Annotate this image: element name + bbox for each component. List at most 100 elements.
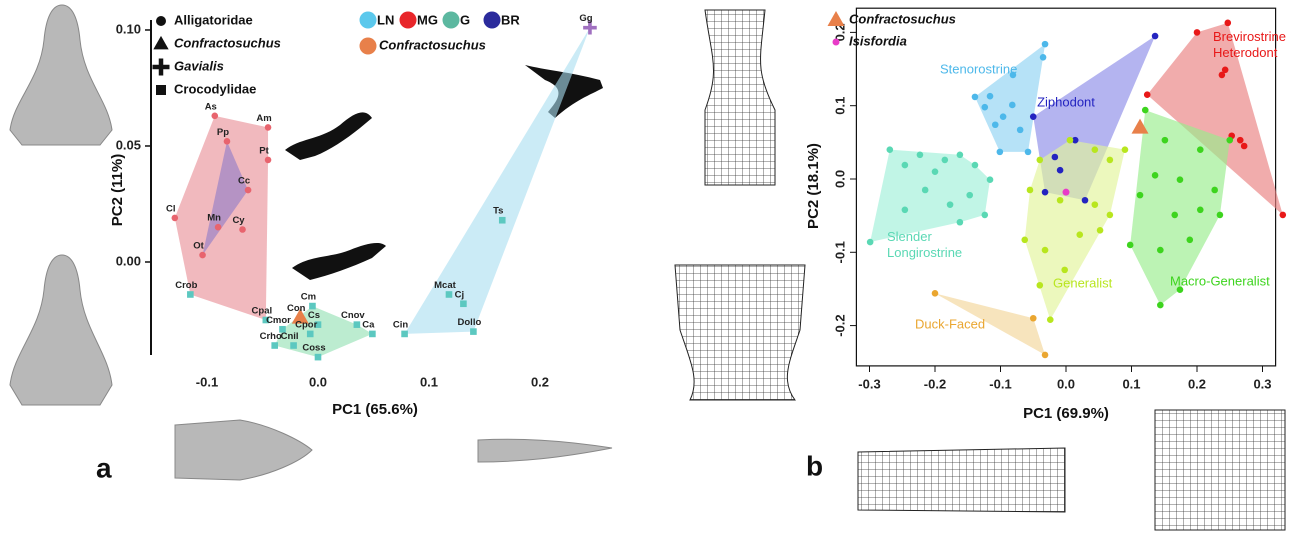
hull [1025,140,1125,320]
point [1194,29,1201,36]
point [1144,91,1151,98]
x-tick-label: 0.2 [1188,376,1206,391]
point [153,59,170,76]
point [942,157,949,164]
point [1157,247,1164,254]
point [932,168,939,175]
point [156,85,166,95]
y-tick-label: -0.1 [832,241,847,263]
point [1280,212,1287,219]
legend-label: Confractosuchus [849,11,956,26]
point [499,217,506,224]
point [1009,102,1016,109]
group-label: Macro-Generalist [1170,273,1270,288]
legend-label: G [460,12,470,27]
point [187,291,194,298]
point [1162,137,1169,144]
point [271,342,278,349]
point-label: Pt [259,145,269,156]
hull [975,44,1045,152]
figure: a b PC1 (65.6%) PC2 (11%) PC1 (69.9%) PC… [0,0,1293,540]
point [997,149,1004,156]
point-label: Gg [579,13,592,24]
legend-swatch [400,12,417,29]
y-tick-label: 0.05 [116,137,141,152]
point [1017,127,1024,134]
point [369,331,376,338]
point [1107,157,1114,164]
point-label: Cnil [281,331,299,342]
group-label: Generalist [1053,275,1113,290]
point-label: Am [256,113,271,124]
point [922,187,929,194]
point [828,11,845,26]
point [947,201,954,208]
point-label: Ts [493,206,503,217]
x-axis-title: PC1 (65.6%) [332,401,418,418]
point [887,146,894,153]
point-label: Dollo [458,317,482,328]
point [966,192,973,199]
point-label: Con [287,303,306,314]
point [1219,72,1226,79]
x-tick-label: -0.3 [858,376,880,391]
point [307,331,314,338]
point [1027,187,1034,194]
legend-swatch [360,38,377,55]
legend-label: MG [417,12,438,27]
point [1042,41,1049,48]
point [833,39,840,46]
y-tick-label: 0.00 [116,253,141,268]
point [446,291,453,298]
point [401,331,408,338]
x-tick-label: 0.1 [1122,376,1140,391]
point-label: Ot [193,241,204,252]
point-label: Cin [393,319,409,330]
point [902,162,909,169]
group-label: Stenorostrine [940,61,1017,76]
x-tick-label: -0.2 [924,376,946,391]
point [224,138,231,145]
point-label: Cj [455,289,465,300]
y-tick-label: 0.0 [832,170,847,188]
legend-label: Crocodylidae [174,81,256,96]
x-axis-title: PC1 (69.9%) [1023,405,1109,422]
point [1237,137,1244,144]
point [932,290,939,297]
x-tick-label: 0.1 [420,374,438,389]
point [1217,212,1224,219]
point [1211,187,1218,194]
legend-label: Gavialis [174,58,224,73]
point [1152,33,1159,40]
point [1057,197,1064,204]
y-tick-label: 0.1 [832,97,847,115]
point [1037,157,1044,164]
point [867,239,874,246]
legend-label: Isisfordia [849,33,907,48]
group-label: Duck-Faced [915,316,985,331]
point [972,162,979,169]
point [1097,227,1104,234]
point-label: Mcat [434,280,456,291]
point [1241,143,1248,150]
y-tick-label: 0.10 [116,21,141,36]
point [1025,149,1032,156]
group-label: Ziphodont [1037,94,1095,109]
point-label: Cl [166,203,176,214]
point [470,328,477,335]
point [211,113,218,120]
point [1186,237,1193,244]
point [1122,146,1129,153]
point [917,151,924,158]
point [1197,146,1204,153]
legend-label: LN [377,12,394,27]
point [1171,212,1178,219]
x-tick-label: 0.0 [1057,376,1075,391]
point [290,342,297,349]
point [957,219,964,226]
point [1057,167,1064,174]
point [1061,267,1068,274]
point-label: Mn [207,213,221,224]
legend-label: BR [501,12,520,27]
